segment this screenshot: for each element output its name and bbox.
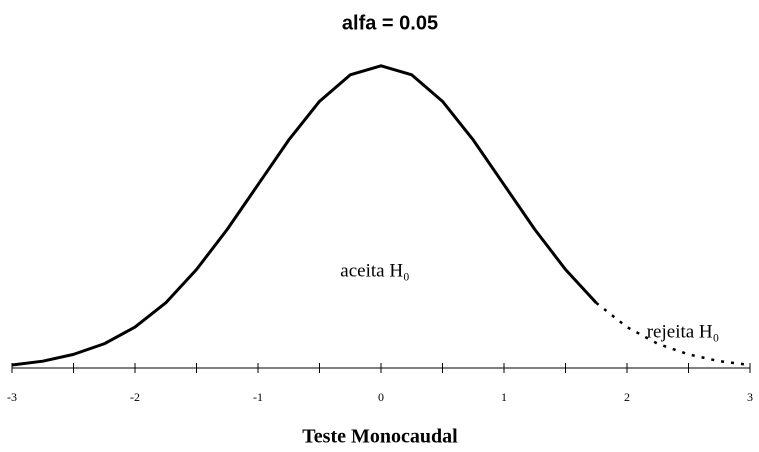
curve (595, 301, 751, 367)
curve (11, 64, 598, 367)
x-tick-label: -2 (130, 390, 140, 404)
x-tick-label: 3 (747, 390, 753, 404)
x-axis-label: Teste Monocaudal (302, 426, 458, 448)
x-tick-label: 2 (624, 390, 630, 404)
x-tick-label: 1 (501, 390, 507, 404)
x-tick-label: -3 (7, 390, 17, 404)
x-tick-label: -1 (253, 390, 263, 404)
annotation: rejeita H₀ (647, 321, 720, 342)
annotation: aceita H₀ (340, 260, 409, 281)
chart-title: alfa = 0.05 (342, 12, 438, 34)
x-tick-label: 0 (378, 390, 384, 404)
